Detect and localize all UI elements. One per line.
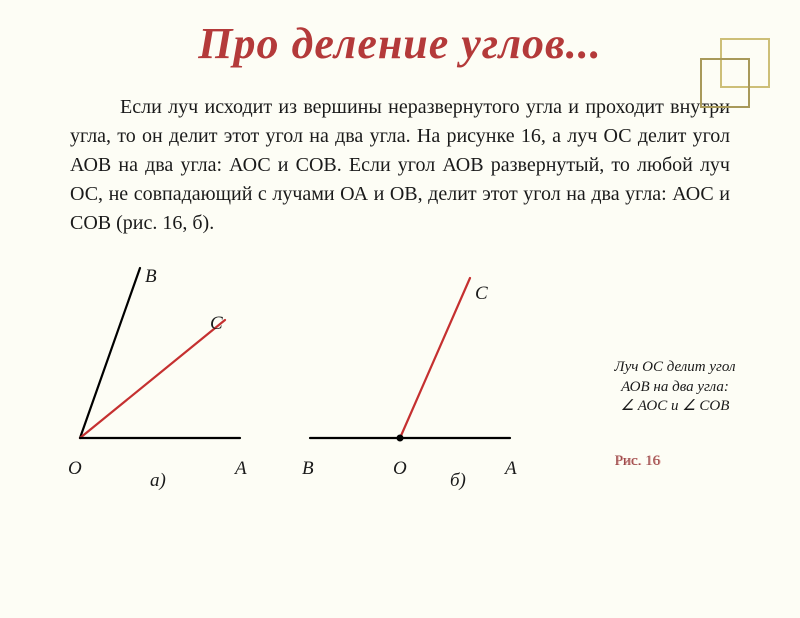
figure-b — [10, 248, 530, 478]
label-b-sub: б) — [450, 470, 466, 492]
page-title: Про деление углов... — [0, 18, 800, 69]
label-b-A: A — [505, 458, 517, 480]
caption-line3: ∠ АОС и ∠ СОВ — [590, 397, 760, 417]
label-a-B: B — [145, 266, 157, 288]
caption-line1: Луч ОС делит угол — [590, 358, 760, 378]
label-a-A: A — [235, 458, 247, 480]
side-caption: Луч ОС делит угол АОВ на два угла: ∠ АОС… — [590, 358, 760, 417]
label-b-B: B — [302, 458, 314, 480]
origin-dot — [397, 435, 404, 442]
body-paragraph: Если луч исходит из вершины не­развернут… — [70, 93, 730, 238]
ray-oc-b — [400, 278, 470, 438]
corner-box-2 — [700, 58, 750, 108]
figures-area: O A B C а) B O A C б) Луч ОС делит угол … — [0, 248, 800, 478]
corner-decoration — [690, 38, 770, 118]
label-b-C: C — [475, 283, 488, 305]
label-b-O: O — [393, 458, 407, 480]
label-a-sub: а) — [150, 470, 166, 492]
paragraph-text: Если луч исходит из вершины не­развернут… — [70, 93, 730, 238]
caption-line2: АОВ на два угла: — [590, 378, 760, 398]
ris-label: Рис. 16 — [614, 453, 660, 470]
label-a-O: O — [68, 458, 82, 480]
label-a-C: C — [210, 313, 223, 335]
